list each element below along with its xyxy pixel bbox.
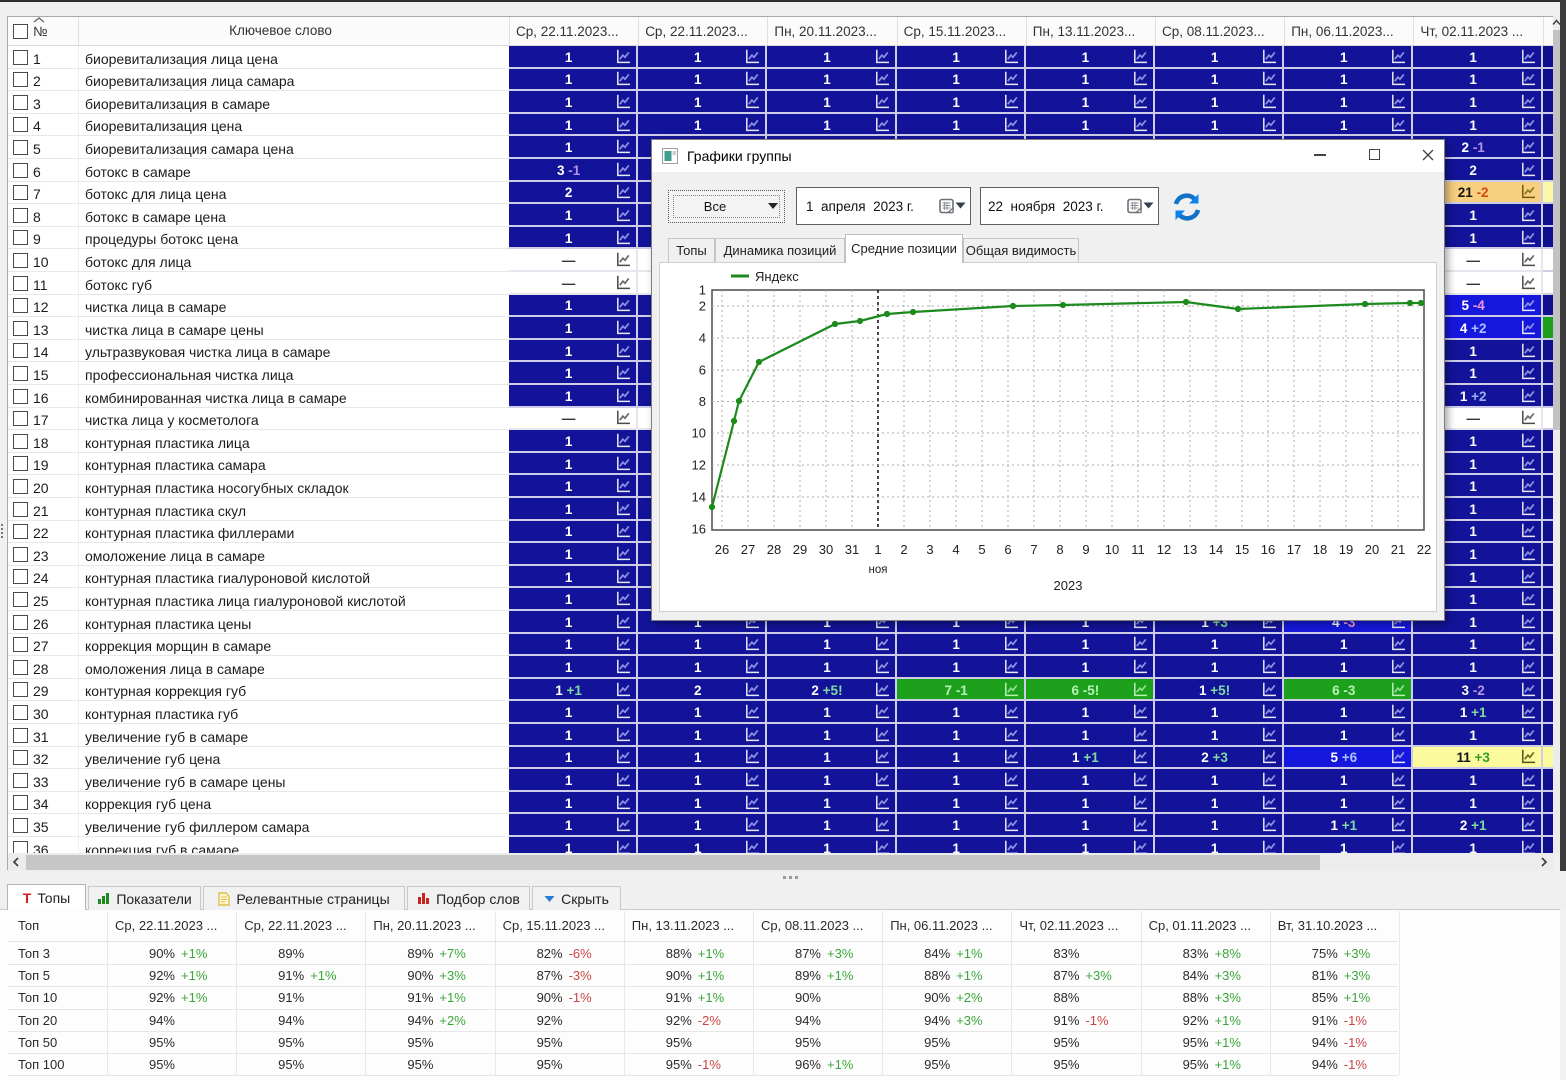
svg-text:2: 2 xyxy=(699,299,706,314)
svg-text:29: 29 xyxy=(793,542,807,557)
svg-text:10: 10 xyxy=(1105,542,1119,557)
svg-text:11: 11 xyxy=(1131,542,1145,557)
svg-text:5: 5 xyxy=(978,542,985,557)
svg-text:12: 12 xyxy=(1157,542,1171,557)
svg-text:12: 12 xyxy=(692,458,706,473)
svg-text:14: 14 xyxy=(1209,542,1223,557)
svg-text:1: 1 xyxy=(874,542,881,557)
svg-text:26: 26 xyxy=(715,542,729,557)
svg-text:22: 22 xyxy=(1417,542,1431,557)
svg-text:17: 17 xyxy=(1287,542,1301,557)
svg-text:31: 31 xyxy=(845,542,859,557)
svg-text:8: 8 xyxy=(1056,542,1063,557)
svg-text:10: 10 xyxy=(692,426,706,441)
svg-text:13: 13 xyxy=(1183,542,1197,557)
svg-text:1: 1 xyxy=(699,283,706,298)
svg-text:21: 21 xyxy=(1391,542,1405,557)
svg-text:20: 20 xyxy=(1365,542,1379,557)
svg-text:2: 2 xyxy=(900,542,907,557)
svg-text:30: 30 xyxy=(819,542,833,557)
svg-text:7: 7 xyxy=(1030,542,1037,557)
svg-text:3: 3 xyxy=(926,542,933,557)
svg-text:6: 6 xyxy=(1004,542,1011,557)
svg-text:16: 16 xyxy=(692,522,706,537)
svg-text:4: 4 xyxy=(699,331,706,346)
svg-text:16: 16 xyxy=(1261,542,1275,557)
svg-text:Яндекс: Яндекс xyxy=(755,269,799,284)
svg-text:6: 6 xyxy=(699,363,706,378)
svg-text:14: 14 xyxy=(692,490,706,505)
svg-text:27: 27 xyxy=(741,542,755,557)
svg-text:8: 8 xyxy=(699,394,706,409)
svg-text:2023: 2023 xyxy=(1054,578,1083,593)
svg-text:9: 9 xyxy=(1082,542,1089,557)
svg-text:18: 18 xyxy=(1313,542,1327,557)
svg-text:19: 19 xyxy=(1339,542,1353,557)
svg-text:15: 15 xyxy=(1235,542,1249,557)
svg-text:ноя: ноя xyxy=(869,564,888,576)
svg-text:4: 4 xyxy=(952,542,959,557)
svg-text:28: 28 xyxy=(767,542,781,557)
